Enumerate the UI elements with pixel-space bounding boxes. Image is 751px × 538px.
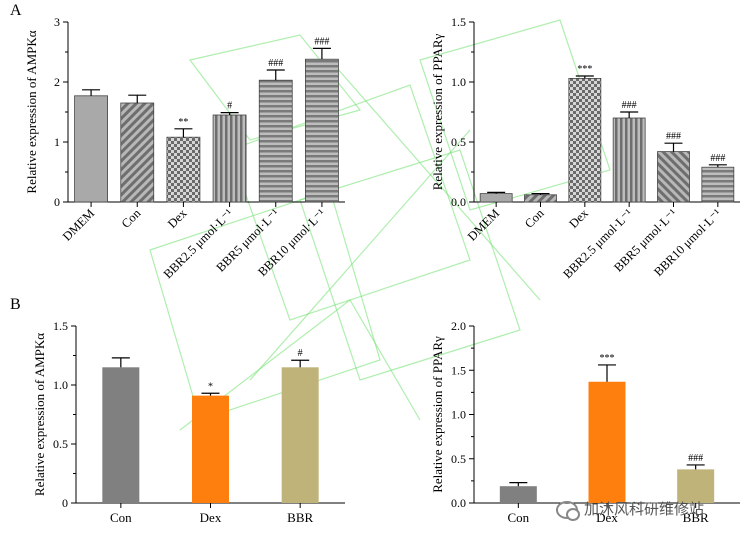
bar — [258, 79, 293, 203]
y-tick-label: 0.0 — [451, 195, 466, 209]
x-tick-label: BBR — [683, 510, 709, 525]
chart-b1: 0 0.5 1.0 1.5 Relative expression of AMPKα Co… — [32, 319, 345, 525]
y-tick-label: 1 — [54, 135, 60, 149]
bar — [305, 58, 339, 203]
y-tick-label: 1.5 — [451, 15, 466, 29]
x-tick-label: Con — [522, 206, 547, 231]
y-tick-label: 0.5 — [451, 452, 466, 466]
y-tick-label: 3 — [54, 15, 60, 29]
y-axis-label: Relative expression of PPARγ — [430, 336, 445, 493]
y-tick-label: 0.5 — [451, 135, 466, 149]
bar — [524, 194, 557, 203]
bar — [102, 367, 140, 503]
chart-a2: 0.0 0.5 1.0 1.5 Relative expression of PPARγ… — [430, 15, 740, 281]
watermark-stroke — [249, 129, 471, 381]
watermark-stroke — [179, 299, 421, 431]
bar — [120, 102, 155, 203]
y-tick-label: 0 — [62, 496, 68, 510]
y-tick-label: 1.0 — [451, 408, 466, 422]
x-tick-label: Con — [110, 510, 132, 525]
significance-label: *** — [577, 64, 592, 75]
bar — [568, 78, 602, 203]
x-tick-label: DMEM — [60, 206, 97, 243]
watermark-text: 加沐风科研维修站 — [584, 500, 705, 518]
bar — [166, 136, 201, 203]
y-tick-label: 0.5 — [53, 437, 68, 451]
significance-label: ### — [314, 36, 329, 47]
panel-label-a: A — [10, 2, 22, 19]
y-tick-label: 2.0 — [451, 319, 466, 333]
significance-label: # — [227, 101, 232, 112]
bar — [588, 381, 626, 503]
y-tick-label: 1.5 — [451, 363, 466, 377]
chart-a1: 0 1 2 3 Relative expression of AMPKα DMEM Con *… — [24, 15, 345, 281]
y-tick-label: 1.0 — [451, 75, 466, 89]
significance-label: * — [208, 381, 213, 392]
wechat-icon — [556, 500, 580, 521]
watermark-stroke — [299, 149, 521, 381]
bar — [479, 193, 513, 203]
bar — [657, 151, 690, 203]
y-tick-label: 1.5 — [53, 319, 68, 333]
x-tick-label: Con — [119, 206, 144, 231]
x-tick-label: Dex — [200, 510, 222, 525]
significance-label: ### — [666, 131, 681, 142]
significance-label: ### — [622, 100, 637, 111]
bar — [192, 395, 229, 503]
significance-label: ### — [688, 453, 703, 464]
watermark-stroke — [229, 84, 471, 321]
x-tick-label: BBR — [287, 510, 313, 525]
y-axis-label: Relative expression of AMPKα — [24, 30, 39, 193]
y-tick-label: 0.0 — [451, 496, 466, 510]
y-tick-label: 1.0 — [53, 378, 68, 392]
watermark-graphic — [149, 19, 611, 431]
bar — [677, 469, 715, 503]
watermark-stroke — [419, 19, 611, 211]
watermark-stroke — [329, 59, 541, 301]
significance-label: *** — [600, 353, 615, 364]
bar — [612, 117, 646, 203]
significance-label: # — [298, 348, 303, 359]
significance-label: ### — [268, 58, 283, 69]
panel-label-b: B — [10, 296, 21, 313]
wechat-watermark: 加沐风科研维修站 — [556, 498, 705, 521]
bar — [281, 367, 319, 503]
y-tick-label: 2 — [54, 75, 60, 89]
bar — [74, 95, 108, 203]
significance-label: ### — [710, 153, 725, 164]
x-tick-label: Dex — [165, 206, 190, 231]
y-axis-label: Relative expression of PPARγ — [430, 33, 445, 190]
y-tick-label: 0 — [54, 195, 60, 209]
significance-label: ** — [178, 117, 188, 128]
bar — [499, 486, 537, 503]
x-tick-label: Con — [507, 510, 529, 525]
x-tick-label: Dex — [596, 510, 618, 525]
y-axis-label: Relative expression of AMPKα — [32, 333, 47, 496]
x-tick-label: DMEM — [465, 206, 502, 243]
watermark-stroke — [149, 189, 381, 421]
chart-b2: 0.0 0.5 1.0 1.5 2.0 Relative expression of PP… — [430, 319, 740, 525]
x-tick-label: Dex — [566, 206, 591, 231]
bar — [701, 166, 735, 203]
bar — [212, 114, 247, 203]
